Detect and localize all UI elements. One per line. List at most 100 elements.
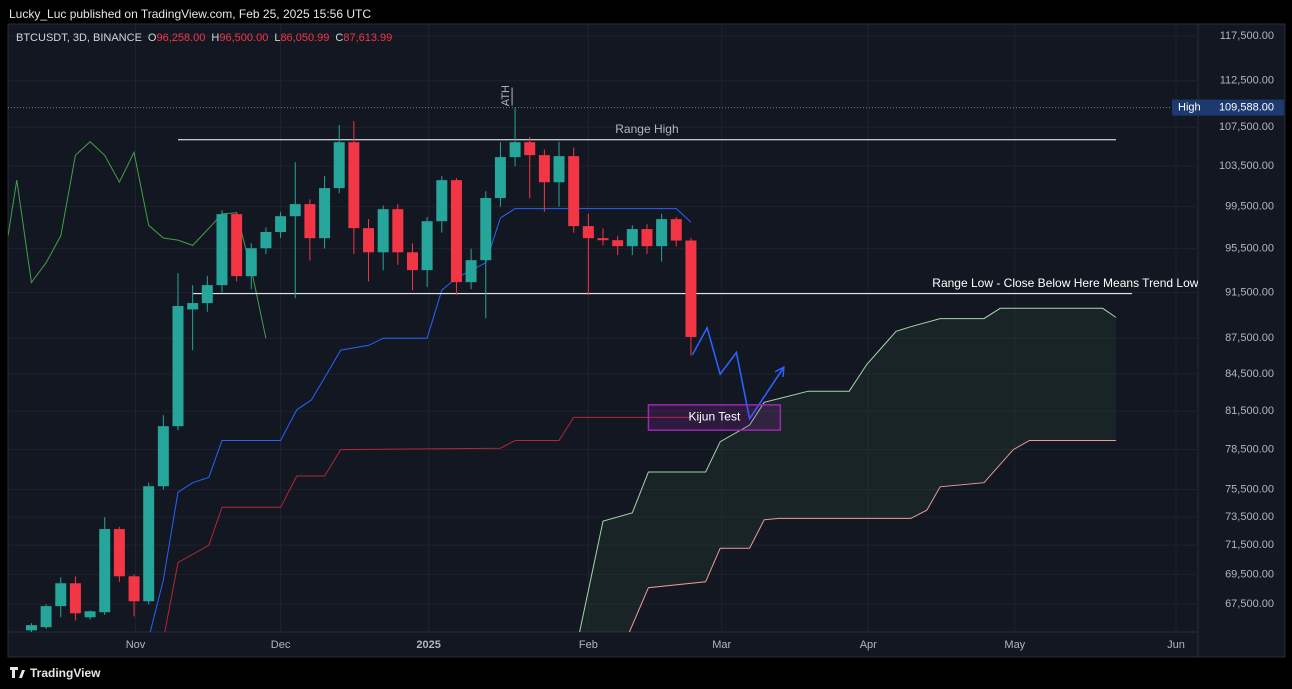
candle-body (245, 248, 257, 277)
y-tick-label: 81,500.00 (1225, 405, 1274, 417)
candle-body (201, 285, 213, 304)
cloud-fill (579, 308, 1116, 632)
ohlc-key: O (147, 32, 157, 44)
y-tick-label: 95,500.00 (1225, 243, 1274, 255)
x-tick-label: May (1004, 639, 1025, 651)
candle-body (84, 611, 96, 618)
candle-body (656, 219, 668, 247)
candle-body (436, 180, 448, 222)
ohlc-value: 86,050.99 (280, 32, 330, 44)
publish-info: Lucky_Luc published on TradingView.com, … (9, 7, 372, 21)
x-tick-label: Feb (579, 639, 598, 651)
y-tick-label: 117,500.00 (1220, 30, 1274, 42)
level-label: Range Low - Close Below Here Means Trend… (932, 276, 1211, 290)
candle-body (465, 260, 477, 283)
candle-body (641, 229, 653, 247)
candle-body (289, 204, 301, 217)
candle-body (216, 214, 228, 286)
kijun-label: Kijun Test (688, 410, 740, 424)
projection-arrow (691, 325, 783, 421)
candle-body (377, 209, 389, 253)
footer-brand: TradingView (30, 666, 101, 680)
y-tick-label: 69,500.00 (1225, 568, 1274, 580)
x-tick-label: 2025 (416, 639, 440, 651)
symbol: BTCUSDT, 3D, BINANCE (16, 32, 142, 44)
candle-body (128, 576, 140, 602)
candle-body (25, 625, 37, 631)
y-tick-label: 112,500.00 (1220, 75, 1274, 87)
axes: 117,500.00 112,500.00 107,500.00 103,500.00… (126, 30, 1284, 651)
candle-body (494, 157, 506, 199)
indicator-line (579, 307, 1117, 632)
high-value: 109,588.00 (1219, 101, 1274, 113)
chart-background (7, 23, 1286, 658)
x-tick-label: Nov (126, 639, 146, 651)
ohlc-key: H (211, 32, 220, 44)
ath-label: ATH (500, 85, 512, 106)
candle-body (450, 180, 462, 283)
candle-body (231, 214, 243, 277)
candle-body (348, 142, 360, 229)
candle-body (55, 583, 67, 607)
ohlc-value: 87,613.99 (343, 32, 393, 44)
candle-body (157, 426, 169, 487)
ohlc-value: 96,258.00 (156, 32, 206, 44)
candle-body (538, 155, 550, 183)
y-tick-label: 71,500.00 (1225, 539, 1274, 551)
symbol-legend: BTCUSDT, 3D, BINANCE O 96,258.00 H 96,500.0… (16, 32, 392, 44)
plot-area: Range High Range Low - Close Below Here M… (8, 85, 1211, 632)
indicator-line (149, 208, 692, 632)
candle-body (333, 142, 345, 189)
candle-body (524, 142, 536, 156)
candle-body (187, 303, 199, 310)
candle-body (172, 306, 184, 427)
level-label: Range High (615, 122, 678, 136)
indicator-line (164, 416, 691, 632)
y-tick-label: 91,500.00 (1225, 286, 1274, 298)
kijun-box (647, 404, 782, 431)
candle-body (553, 156, 565, 183)
y-tick-label: 99,500.00 (1225, 200, 1274, 212)
candle-body (670, 219, 682, 241)
candle-body (40, 606, 52, 628)
candle-body (568, 156, 580, 227)
candle-body (113, 529, 125, 577)
candle-body (99, 529, 111, 613)
y-tick-label: 73,500.00 (1225, 511, 1274, 523)
x-tick-label: Jun (1167, 639, 1185, 651)
candle-body (363, 228, 375, 253)
indicator-line (628, 440, 1116, 632)
candle-body (260, 232, 272, 249)
high-label-box (1172, 99, 1284, 116)
candle-body (626, 229, 638, 247)
y-tick-label: 103,500.00 (1219, 160, 1274, 172)
candle-body (421, 221, 433, 271)
candle-body (275, 216, 287, 233)
y-tick-label: 67,500.00 (1225, 598, 1274, 610)
x-tick-label: Dec (271, 639, 291, 651)
high-label: High (1178, 101, 1201, 113)
x-tick-label: Apr (860, 639, 877, 651)
candle-body (685, 240, 697, 337)
y-tick-label: 75,500.00 (1225, 483, 1274, 495)
candle-body (143, 486, 155, 602)
logo-mark (10, 667, 25, 678)
candle-body (480, 198, 492, 261)
y-tick-label: 87,500.00 (1225, 332, 1274, 344)
y-tick-label: 107,500.00 (1219, 121, 1274, 133)
ohlc-key: L (274, 32, 281, 44)
candle-body (612, 240, 624, 247)
y-tick-label: 84,500.00 (1225, 368, 1274, 380)
y-tick-label: 78,500.00 (1225, 443, 1274, 455)
candle-body (69, 583, 81, 614)
candle-body (319, 188, 331, 239)
ohlc-value: 96,500.00 (219, 32, 269, 44)
logo (10, 667, 25, 678)
candle-body (597, 238, 609, 241)
ohlc-key: C (335, 32, 344, 44)
candle-body (304, 204, 316, 239)
x-tick-label: Mar (712, 639, 731, 651)
candle-body (582, 226, 594, 239)
